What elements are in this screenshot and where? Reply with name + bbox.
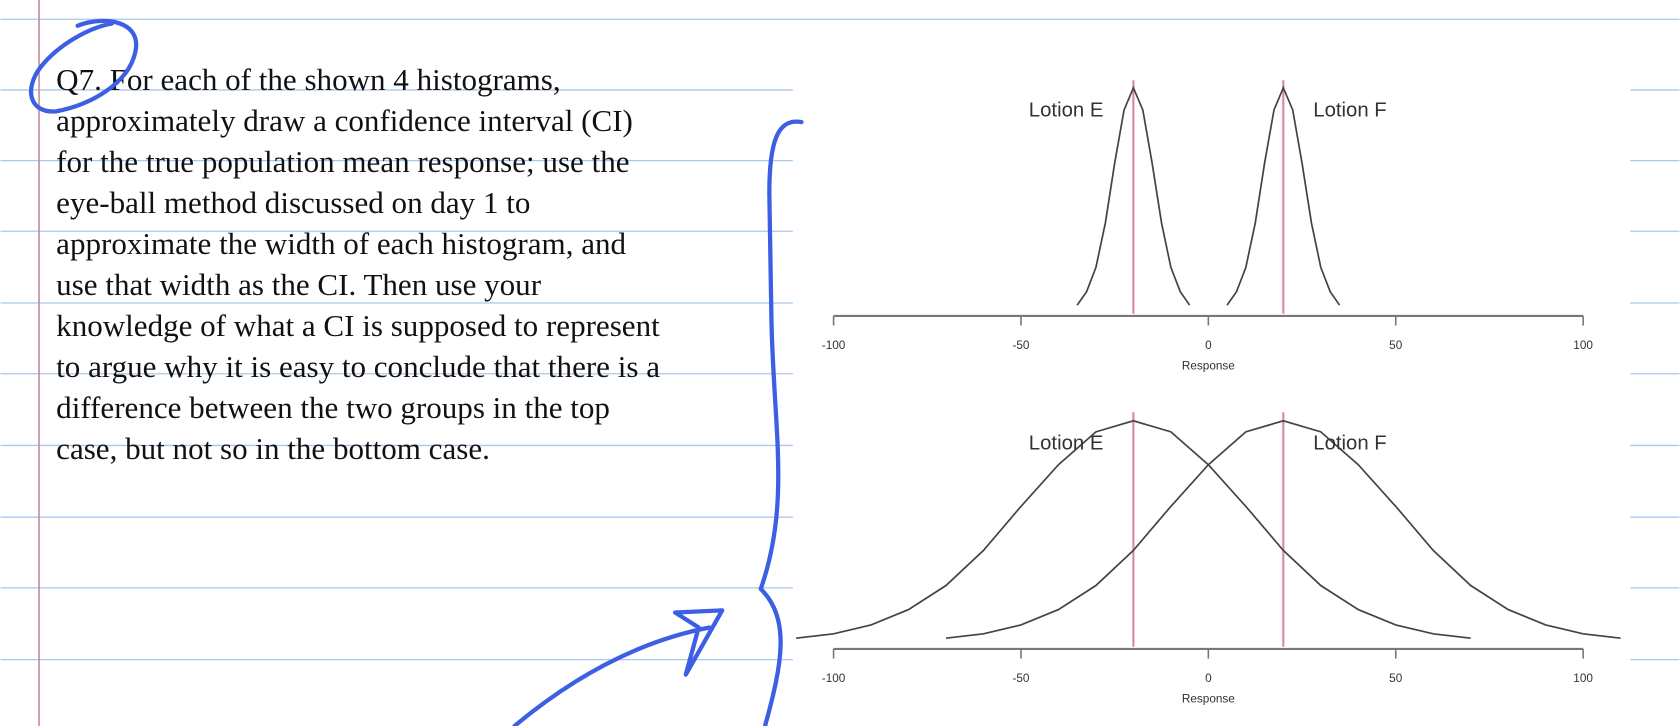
series-label: Lotion F bbox=[1313, 100, 1386, 122]
density-curve bbox=[795, 419, 1471, 640]
hand-circle bbox=[28, 18, 139, 114]
series-label: Lotion E bbox=[1029, 433, 1104, 455]
x-tick-label: 0 bbox=[1205, 339, 1212, 352]
x-tick-label: 50 bbox=[1389, 339, 1403, 352]
hand-arrowhead bbox=[672, 608, 725, 677]
question-text: Q7. For each of the shown 4 histograms, a… bbox=[56, 62, 660, 466]
x-tick-label: -50 bbox=[1012, 672, 1029, 685]
question-line: for the true population mean response; u… bbox=[56, 144, 629, 179]
series-label: Lotion E bbox=[1029, 100, 1104, 122]
density-curve bbox=[1076, 85, 1191, 306]
question-line: approximate the width of each histogram,… bbox=[56, 226, 626, 261]
x-tick-label: -50 bbox=[1012, 339, 1029, 352]
question-line: knowledge of what a CI is supposed to re… bbox=[56, 308, 660, 343]
x-tick-label: -100 bbox=[822, 672, 846, 685]
question-line: difference between the two groups in the… bbox=[56, 390, 610, 425]
x-tick-label: 100 bbox=[1573, 339, 1593, 352]
density-curve bbox=[1226, 85, 1341, 306]
density-curve bbox=[945, 419, 1621, 640]
question-line: approximately draw a confidence interval… bbox=[56, 103, 633, 138]
question-line: Q7. For each of the shown 4 histograms, bbox=[56, 62, 560, 97]
chart-background bbox=[792, 55, 1631, 726]
x-tick-label: 0 bbox=[1205, 672, 1212, 685]
x-axis-label: Response bbox=[1182, 359, 1235, 372]
hand-brace bbox=[758, 119, 804, 726]
question-line: eye-ball method discussed on day 1 to bbox=[56, 185, 530, 220]
series-label: Lotion F bbox=[1313, 433, 1386, 455]
question-line: case, but not so in the bottom case. bbox=[56, 431, 490, 466]
x-tick-label: -100 bbox=[822, 339, 846, 352]
handwriting bbox=[28, 18, 804, 726]
x-tick-label: 100 bbox=[1573, 672, 1593, 685]
x-axis-label: Response bbox=[1182, 692, 1235, 705]
charts: -100 -50 0 50 100 Response Lotion E Lotion F -10… bbox=[795, 80, 1621, 705]
question-line: use that width as the CI. Then use your bbox=[56, 267, 542, 302]
question-line: to argue why it is easy to conclude that… bbox=[56, 349, 660, 384]
x-tick-label: 50 bbox=[1389, 672, 1403, 685]
hand-arrow bbox=[512, 625, 712, 726]
